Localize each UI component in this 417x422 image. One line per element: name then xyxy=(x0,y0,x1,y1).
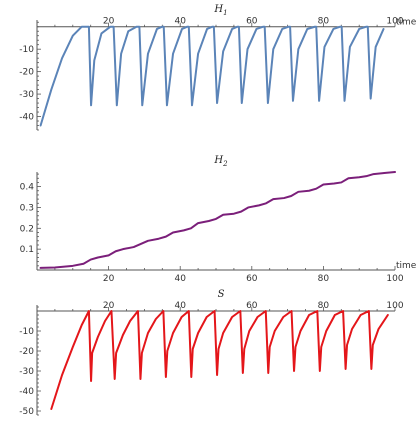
y-tick-label: -10 xyxy=(19,45,34,55)
y-tick-label: 0.1 xyxy=(20,245,34,255)
x-tick-label: 40 xyxy=(174,274,186,284)
y-tick-label: -30 xyxy=(19,367,34,377)
x-tick-label: 40 xyxy=(174,17,186,27)
chart-title: S xyxy=(218,289,225,300)
x-tick-label: 80 xyxy=(318,301,330,311)
y-tick-label: -10 xyxy=(19,327,34,337)
series-line-h2-0 xyxy=(39,171,396,269)
x-axis-label: time xyxy=(396,18,417,28)
y-tick-label: 0.2 xyxy=(20,224,34,234)
y-tick-label: -20 xyxy=(19,68,34,78)
chart-panel-h1: 20 40 60 80 100 -40 -30 -20 -10 time H1 xyxy=(19,4,417,131)
chart-panel-s: 20 40 60 80 100 -50 -40 -30 -20 -10 S xyxy=(19,289,404,417)
x-tick-label: 80 xyxy=(318,274,330,284)
chart-title: H2 xyxy=(213,155,228,168)
x-tick-label: 60 xyxy=(246,301,258,311)
y-tick-label: -30 xyxy=(19,90,34,100)
y-tick-label: -20 xyxy=(19,347,34,357)
y-tick-label: 0.3 xyxy=(20,203,34,213)
x-tick-label: 60 xyxy=(246,274,258,284)
y-tick-label: -40 xyxy=(19,387,34,397)
x-tick-label: 20 xyxy=(103,274,115,284)
x-axis-label: time xyxy=(396,261,417,271)
series-line-s-0 xyxy=(50,310,389,410)
y-tick-label: -50 xyxy=(19,407,34,417)
x-tick-label: 60 xyxy=(246,17,258,27)
x-tick-label: 100 xyxy=(386,301,403,311)
y-tick-label: 0.4 xyxy=(20,183,35,193)
chart-panel-h2: 20 40 60 80 100 0.1 0.2 0.3 0.4 time H2 xyxy=(20,155,417,284)
x-tick-label: 80 xyxy=(318,17,330,27)
x-tick-label: 100 xyxy=(386,17,403,27)
x-tick-label: 100 xyxy=(386,274,403,284)
x-tick-label: 20 xyxy=(103,301,115,311)
x-tick-label: 20 xyxy=(103,17,115,27)
y-tick-label: -40 xyxy=(19,113,34,123)
series-line-h1-0 xyxy=(39,25,385,127)
x-tick-label: 40 xyxy=(174,301,186,311)
chart-title: H1 xyxy=(213,4,227,17)
